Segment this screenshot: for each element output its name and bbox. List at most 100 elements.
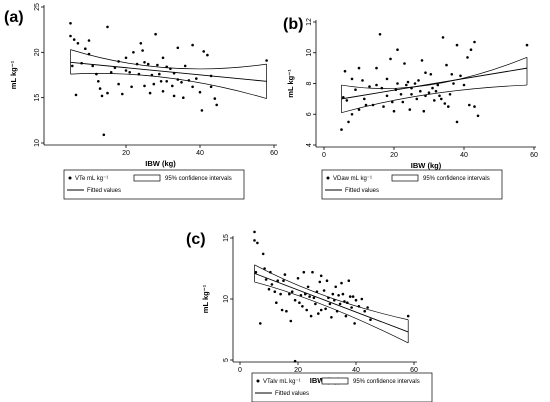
- legend-ci-label: 95% confidence intervals: [353, 379, 420, 385]
- y-tick-label: 15: [34, 94, 41, 102]
- ci-upper-line: [254, 264, 409, 321]
- data-point: [525, 43, 529, 47]
- data-point: [264, 278, 268, 281]
- y-tick-label: 20: [34, 48, 41, 56]
- y-tick-label: 12: [306, 18, 313, 26]
- data-point: [150, 73, 154, 77]
- data-point: [165, 65, 168, 69]
- x-tick-label: 20: [390, 152, 398, 159]
- data-point: [318, 280, 322, 284]
- data-point: [146, 62, 150, 66]
- data-point: [161, 56, 165, 60]
- x-tick-label: 60: [530, 152, 538, 159]
- data-point: [172, 94, 176, 98]
- data-point: [371, 103, 375, 107]
- data-point: [309, 314, 313, 318]
- data-point: [317, 312, 320, 315]
- data-point: [410, 86, 413, 90]
- data-point: [360, 297, 364, 301]
- data-point: [417, 79, 420, 82]
- data-point: [195, 77, 198, 80]
- data-point: [348, 295, 352, 298]
- data-point: [436, 83, 440, 87]
- data-point: [333, 298, 336, 302]
- data-point: [176, 78, 180, 81]
- data-point: [109, 71, 113, 74]
- data-point: [285, 309, 288, 313]
- x-tick-label: 0: [322, 152, 326, 159]
- data-point: [331, 292, 335, 296]
- data-point: [408, 108, 412, 111]
- data-point: [468, 103, 471, 107]
- data-point: [76, 42, 80, 45]
- data-point: [391, 100, 394, 104]
- y-tick-label: 25: [34, 3, 41, 11]
- legend-fitted-label: Fitted values: [345, 188, 379, 194]
- data-point: [366, 306, 369, 309]
- x-axis-label: IBW (kg): [145, 159, 176, 168]
- data-point: [380, 86, 384, 90]
- x-tick-label: 40: [352, 367, 360, 374]
- y-tick-label: 15: [223, 234, 230, 242]
- data-point: [354, 88, 357, 91]
- data-point: [306, 285, 310, 289]
- data-point: [338, 302, 342, 306]
- data-point: [135, 62, 139, 66]
- data-point: [368, 85, 371, 88]
- panel-label: (a): [4, 9, 24, 26]
- data-point: [344, 314, 348, 318]
- legend: VTalv mL kg⁻¹ 95% confidence intervals Fit…: [251, 372, 433, 402]
- ci-lower-line: [70, 73, 267, 99]
- data-point: [473, 105, 476, 108]
- data-point: [165, 80, 168, 83]
- data-point: [270, 283, 274, 286]
- data-point: [128, 71, 131, 74]
- data-point: [410, 93, 413, 96]
- legend-points-label: VTalv mL kg⁻¹: [263, 379, 301, 385]
- y-tick-label: 10: [223, 295, 230, 303]
- data-point: [279, 292, 282, 296]
- data-point: [346, 301, 349, 305]
- data-point: [117, 82, 120, 86]
- data-point: [322, 289, 326, 292]
- data-point: [161, 90, 165, 93]
- x-tick-label: 60: [270, 150, 278, 157]
- ci-upper-line: [341, 57, 528, 89]
- data-point: [74, 93, 78, 97]
- data-point: [265, 59, 268, 62]
- data-point: [180, 81, 183, 84]
- data-point: [213, 97, 217, 100]
- data-point: [159, 80, 163, 83]
- data-point: [305, 308, 309, 312]
- data-point: [137, 72, 141, 76]
- data-point: [385, 94, 389, 98]
- data-point: [334, 285, 338, 289]
- data-point: [452, 82, 455, 85]
- data-point: [113, 66, 117, 69]
- y-tick-label: 10: [34, 139, 41, 147]
- data-point: [441, 36, 445, 39]
- data-point: [340, 128, 343, 131]
- y-tick-label: 8: [306, 81, 313, 85]
- data-point: [319, 308, 323, 312]
- legend-box: [63, 169, 245, 200]
- data-point: [254, 270, 258, 274]
- legend-ci-swatch: [133, 174, 161, 182]
- data-point: [382, 105, 385, 108]
- data-point: [198, 90, 202, 94]
- data-point: [132, 51, 135, 54]
- data-point: [215, 103, 218, 107]
- data-point: [308, 295, 311, 298]
- legend-ci-swatch: [321, 377, 349, 385]
- data-point: [459, 74, 462, 78]
- data-point: [361, 79, 364, 82]
- data-point: [143, 84, 146, 88]
- data-point: [117, 60, 120, 63]
- data-point: [98, 87, 102, 90]
- data-point: [293, 359, 297, 363]
- data-point: [319, 274, 323, 278]
- data-point: [363, 309, 367, 313]
- x-tick-label: 0: [238, 367, 242, 374]
